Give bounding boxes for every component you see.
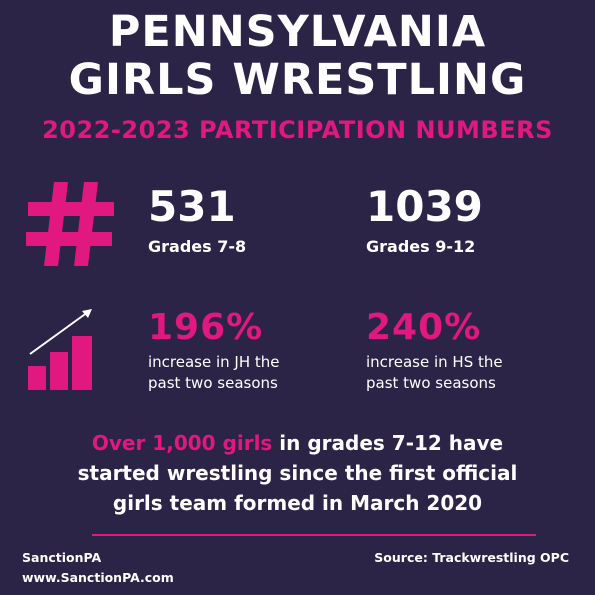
percent-hs: 240%	[366, 307, 482, 348]
percent-desc-jh-line2: past two seasons	[148, 374, 278, 392]
summary-text: Over 1,000 girls in grades 7-12 have sta…	[20, 428, 575, 518]
summary-line-3: girls team formed in March 2020	[112, 491, 483, 515]
percent-desc-hs-line1: increase in HS the	[366, 353, 503, 371]
summary-line-1-rest: in grades 7-12 have	[272, 431, 504, 455]
stat-number-hs: 1039	[366, 182, 483, 231]
footer-source: Source: Trackwrestling OPC	[374, 550, 569, 565]
summary-line-2: started wrestling since the first offici…	[77, 461, 518, 485]
percent-desc-hs: increase in HS the past two seasons	[366, 352, 556, 394]
footer-left: SanctionPA www.SanctionPA.com	[22, 548, 174, 588]
hash-icon	[26, 182, 114, 266]
footer-website[interactable]: www.SanctionPA.com	[22, 570, 174, 585]
footer-org: SanctionPA	[22, 550, 102, 565]
percent-jh: 196%	[148, 307, 264, 348]
percent-desc-jh-line1: increase in JH the	[148, 353, 280, 371]
title-line-1: PENNSYLVANIA	[108, 7, 487, 57]
percent-desc-hs-line2: past two seasons	[366, 374, 496, 392]
summary-line-1: Over 1,000 girls in grades 7-12 have	[20, 428, 575, 458]
stat-label-hs: Grades 9-12	[366, 237, 476, 256]
summary-highlight: Over 1,000 girls	[91, 431, 273, 455]
percent-desc-jh: increase in JH the past two seasons	[148, 352, 338, 394]
divider	[92, 534, 536, 536]
bar-chart-growth-icon	[28, 309, 92, 390]
title-line-2: GIRLS WRESTLING	[68, 55, 527, 105]
stat-number-jh: 531	[148, 182, 236, 231]
subtitle: 2022-2023 PARTICIPATION NUMBERS	[42, 116, 553, 144]
stat-label-jh: Grades 7-8	[148, 237, 247, 256]
